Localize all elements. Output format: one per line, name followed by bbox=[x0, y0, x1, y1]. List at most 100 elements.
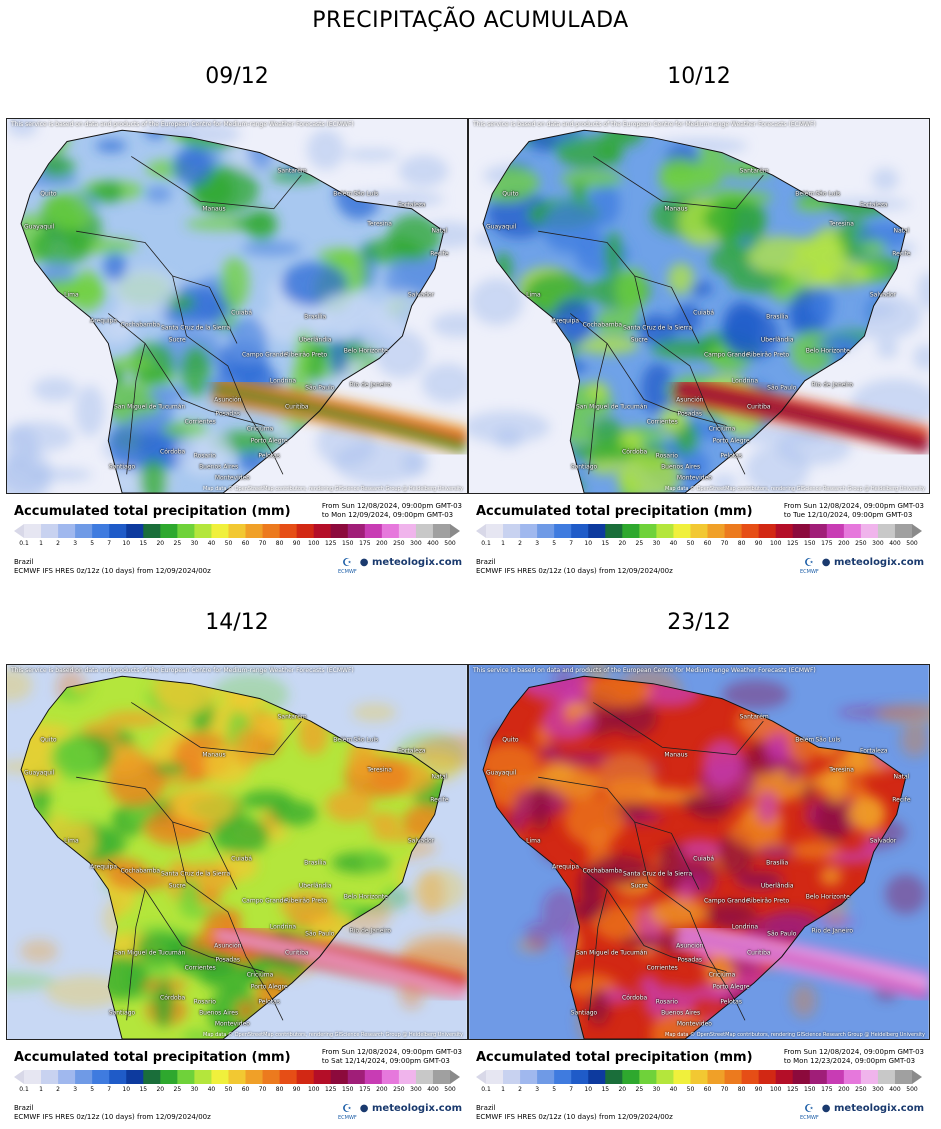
colorbar-tick-label: 1 bbox=[39, 540, 43, 547]
colorbar-segment bbox=[245, 524, 264, 538]
colorbar-segment bbox=[160, 1070, 178, 1084]
map-legend: Accumulated total precipitation (mm) Fro… bbox=[6, 1048, 468, 1128]
colorbar-segment bbox=[432, 1070, 451, 1084]
city-label: Belém bbox=[795, 736, 815, 744]
city-label: Teresina bbox=[367, 766, 392, 774]
colorbar-segment bbox=[313, 1070, 332, 1084]
colorbar-tick-label: 125 bbox=[786, 1086, 799, 1093]
city-label: Posadas bbox=[677, 956, 703, 964]
colorbar-tick-label: 70 bbox=[258, 1086, 267, 1093]
city-label: Belém bbox=[795, 190, 815, 198]
colorbar-segment bbox=[398, 524, 417, 538]
city-label: Criciúma bbox=[246, 971, 274, 979]
legend-range: From Sun 12/08/2024, 09:00pm GMT-03 to M… bbox=[784, 1048, 924, 1066]
ecmwf-label: ECMWF bbox=[338, 569, 357, 575]
colorbar-segment bbox=[860, 1070, 879, 1084]
legend-title: Accumulated total precipitation (mm) bbox=[476, 504, 753, 519]
meteologix-logo: ● meteologix.com bbox=[822, 1103, 924, 1114]
colorbar-segment bbox=[92, 1070, 110, 1084]
city-label: Sucre bbox=[630, 336, 648, 344]
city-label: Recife bbox=[892, 250, 911, 258]
colorbar-segment bbox=[656, 1070, 674, 1084]
city-label: Corrientes bbox=[184, 418, 216, 426]
city-label: São Luís bbox=[353, 736, 379, 744]
city-label: Recife bbox=[892, 796, 911, 804]
city-label: Santiago bbox=[570, 463, 598, 471]
city-label: Cochabamba bbox=[582, 321, 623, 329]
map-attribution: Map data © OpenStreetMap contributors, r… bbox=[203, 1032, 463, 1038]
range-from: From Sun 12/08/2024, 09:00pm GMT-03 bbox=[783, 502, 924, 510]
colorbar-segment bbox=[486, 524, 504, 538]
region-label: Brazil bbox=[14, 558, 34, 566]
colorbar-tick-label: 60 bbox=[703, 540, 712, 547]
colorbar-segment bbox=[126, 524, 144, 538]
colorbar-segment bbox=[826, 524, 845, 538]
city-label: Teresina bbox=[367, 220, 392, 228]
region-label: Brazil bbox=[476, 558, 496, 566]
colorbar-segment bbox=[330, 1070, 349, 1084]
colorbar-tick-label: 500 bbox=[444, 1086, 456, 1093]
colorbar-tick-label: 400 bbox=[427, 540, 439, 547]
colorbar-max-arrow bbox=[450, 1070, 460, 1084]
meteologix-logo: ● meteologix.com bbox=[822, 557, 924, 568]
city-label: Teresina bbox=[829, 766, 854, 774]
city-label: Santarém bbox=[739, 713, 769, 721]
colorbar-tick-label: 250 bbox=[393, 540, 405, 547]
colorbar-segment bbox=[381, 1070, 400, 1084]
colorbar-tick-label: 50 bbox=[224, 1086, 233, 1093]
colorbar-segment bbox=[571, 524, 589, 538]
colorbar-segment bbox=[160, 524, 178, 538]
city-label: Natal bbox=[431, 227, 448, 235]
legend-title: Accumulated total precipitation (mm) bbox=[14, 504, 291, 519]
colorbar-segment bbox=[245, 1070, 264, 1084]
city-label: Córdoba bbox=[160, 448, 186, 456]
panel-date: 14/12 bbox=[205, 610, 269, 635]
colorbar-tick-label: 3 bbox=[73, 1086, 78, 1093]
city-label: Guayaquil bbox=[24, 223, 55, 231]
colorbar-ticks: 0.1 1 2 3 5 7 10 15 20 25 30 40 50 60 70 80 90 100 125 150 1… bbox=[14, 540, 460, 550]
city-label: Lima bbox=[526, 837, 541, 845]
colorbar-segment bbox=[503, 1070, 521, 1084]
colorbar-tick-label: 5 bbox=[552, 540, 557, 547]
colorbar-segment bbox=[194, 524, 212, 538]
ecmwf-logo: ☪ ECMWF bbox=[800, 557, 819, 577]
colorbar-tick-label: 7 bbox=[569, 1086, 574, 1093]
city-label: Guayaquil bbox=[486, 769, 517, 777]
colorbar-segment bbox=[707, 1070, 726, 1084]
colorbar-segment bbox=[92, 524, 110, 538]
colorbar-tick-label: 70 bbox=[258, 540, 267, 547]
city-label: Pelotas bbox=[258, 998, 280, 1006]
colorbar-tick-label: 100 bbox=[307, 1086, 320, 1093]
colorbar-segment bbox=[741, 524, 760, 538]
colorbar-tick-label: 30 bbox=[652, 1086, 661, 1093]
map-legend: Accumulated total precipitation (mm) Fro… bbox=[468, 502, 930, 582]
city-label: Corrientes bbox=[646, 418, 678, 426]
colorbar-tick-label: 125 bbox=[324, 1086, 337, 1093]
colorbar-segment bbox=[415, 524, 434, 538]
city-label: Santiago bbox=[108, 1009, 136, 1017]
city-label: Campo Grande bbox=[241, 897, 288, 905]
brand-label: meteologix.com bbox=[834, 1103, 924, 1114]
city-label: Córdoba bbox=[622, 994, 648, 1002]
city-label: Uberlândia bbox=[760, 882, 794, 890]
colorbar-segment bbox=[432, 524, 451, 538]
city-label: Corrientes bbox=[646, 964, 678, 972]
city-label: Quito bbox=[40, 736, 57, 744]
colorbar-segment bbox=[228, 524, 247, 538]
city-label: Natal bbox=[431, 773, 448, 781]
range-to: to Sat 12/14/2024, 09:00pm GMT-03 bbox=[321, 1057, 450, 1065]
colorbar-segment bbox=[758, 1070, 777, 1084]
colorbar-tick-label: 400 bbox=[427, 1086, 439, 1093]
city-label: Belém bbox=[333, 736, 353, 744]
colorbar-segment bbox=[58, 1070, 76, 1084]
model-info: ECMWF IFS HRES 0z/12z (10 days) from 12/… bbox=[476, 1113, 673, 1121]
colorbar-tick-label: 30 bbox=[190, 540, 199, 547]
city-label: Criciúma bbox=[246, 425, 274, 433]
city-label: Asunción bbox=[214, 396, 242, 403]
city-label: Manaus bbox=[664, 751, 688, 759]
colorbar-segment bbox=[775, 524, 794, 538]
colorbar-tick-label: 200 bbox=[376, 540, 388, 547]
colorbar-segment bbox=[347, 1070, 366, 1084]
colorbar-tick-label: 125 bbox=[324, 540, 337, 547]
city-label: Fortaleza bbox=[860, 747, 888, 755]
